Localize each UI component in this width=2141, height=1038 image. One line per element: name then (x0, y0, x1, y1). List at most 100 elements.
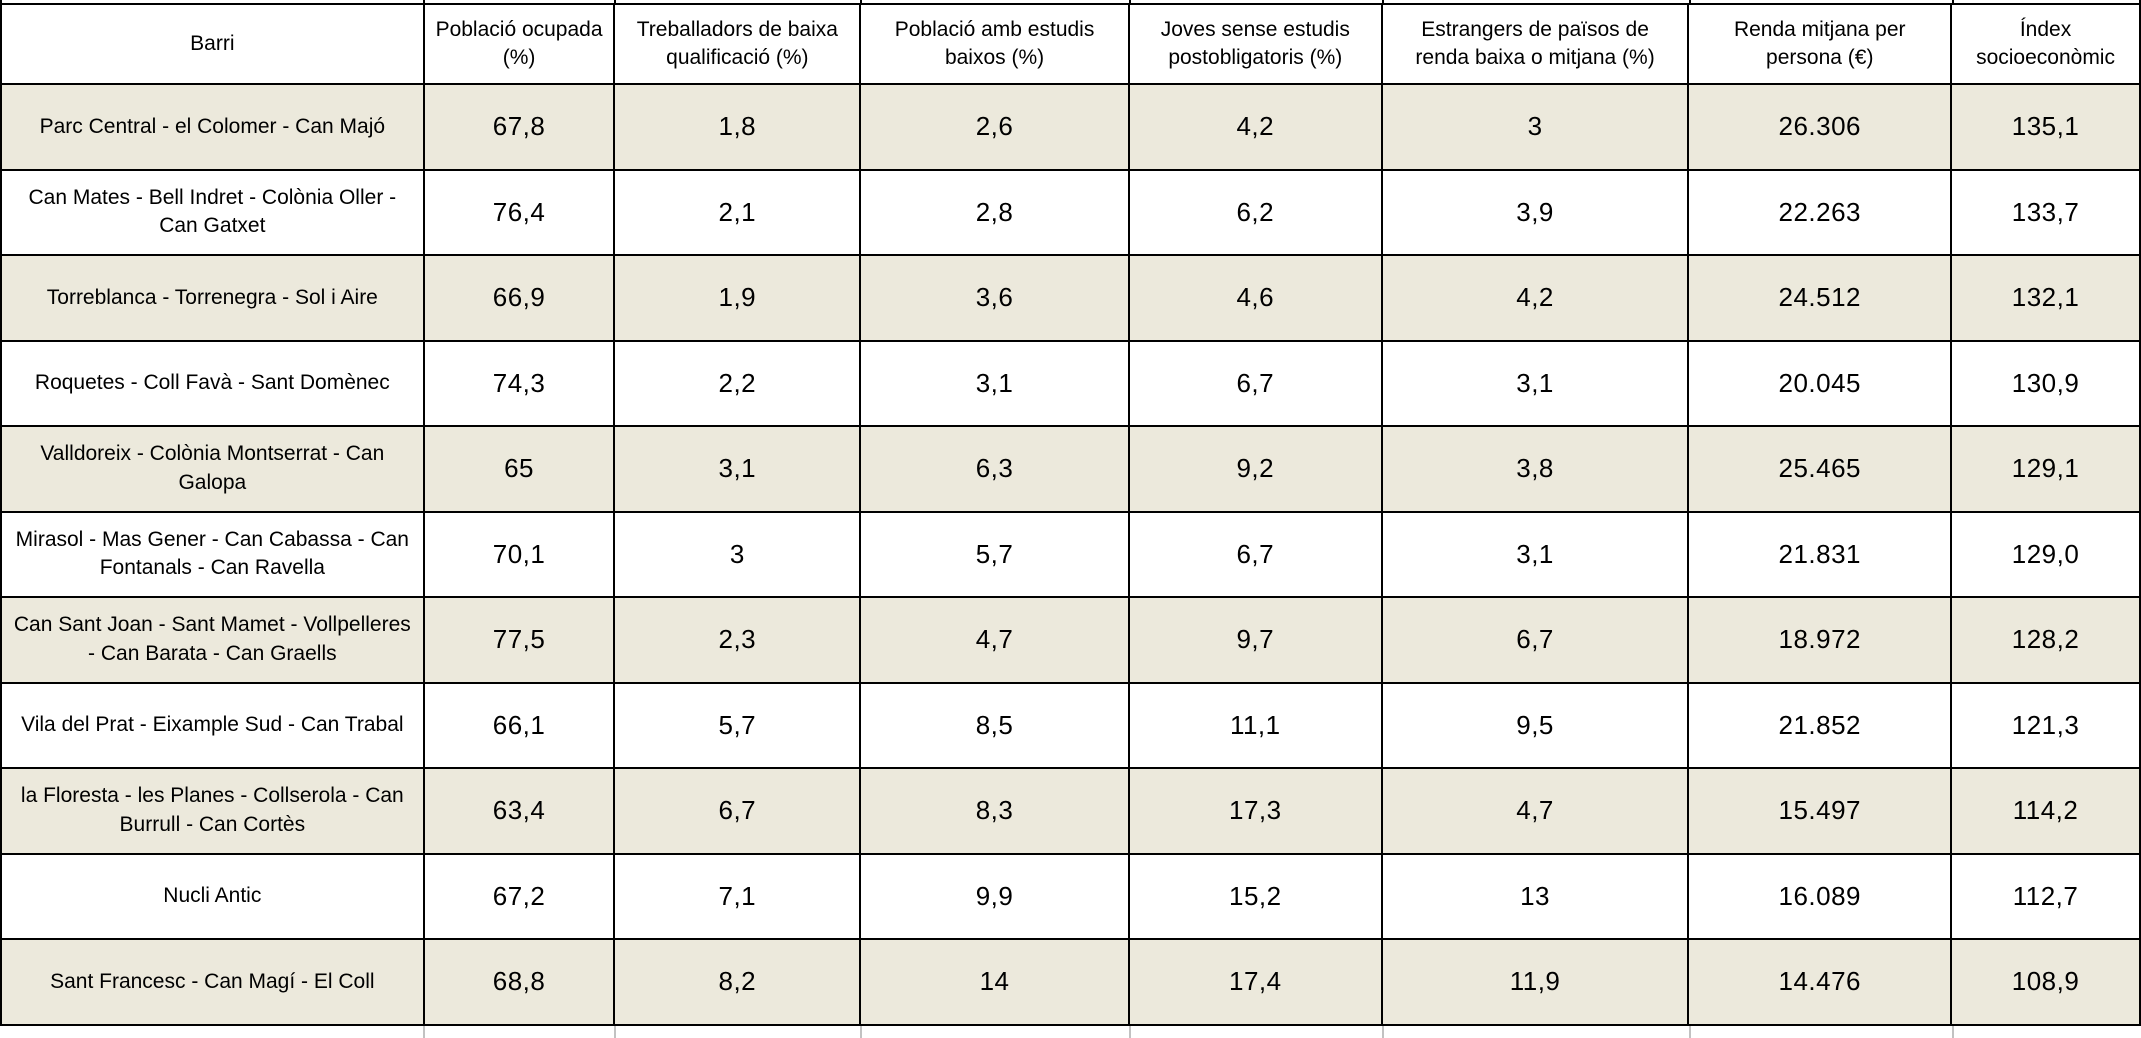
value-cell: 4,6 (1127, 254, 1383, 342)
value-cell: 129,1 (1950, 425, 2141, 513)
value-cell: 70,1 (422, 510, 616, 598)
table-row: Vila del Prat - Eixample Sud - Can Traba… (0, 681, 2141, 769)
value-cell: 15,2 (1127, 852, 1383, 940)
value-cell: 114,2 (1950, 767, 2141, 855)
value-cell: 6,7 (613, 767, 862, 855)
value-cell: 67,8 (422, 83, 616, 171)
value-cell: 21.831 (1687, 510, 1953, 598)
barri-cell: Nucli Antic (0, 852, 425, 940)
cropped-row-below (0, 1025, 2141, 1038)
table-row: Sant Francesc - Can Magí - El Coll 68,8 8,… (0, 938, 2141, 1026)
value-cell: 2,8 (859, 168, 1130, 256)
value-cell: 63,4 (422, 767, 616, 855)
value-cell: 5,7 (613, 681, 862, 769)
value-cell: 14 (859, 938, 1130, 1026)
value-cell: 18.972 (1687, 596, 1953, 684)
value-cell: 3 (613, 510, 862, 598)
column-border-stub (614, 0, 617, 3)
table-row: Can Mates - Bell Indret - Colònia Oller … (0, 168, 2141, 256)
barri-cell: Valldoreix - Colònia Montserrat - Can Ga… (0, 425, 425, 513)
column-header-treballadors-baixa-qualificacio: Treballadors de baixa qualificació (%) (613, 3, 862, 85)
column-border-stub (1128, 0, 1131, 3)
value-cell: 121,3 (1950, 681, 2141, 769)
value-cell: 66,1 (422, 681, 616, 769)
column-border-stub (423, 1025, 426, 1038)
value-cell: 76,4 (422, 168, 616, 256)
value-cell: 5,7 (859, 510, 1130, 598)
value-cell: 4,2 (1380, 254, 1690, 342)
barri-cell: Roquetes - Coll Favà - Sant Domènec (0, 339, 425, 427)
column-border-stub (1382, 1025, 1385, 1038)
socioeconomic-table: Barri Població ocupada (%) Treballadors … (0, 3, 2141, 1026)
value-cell: 24.512 (1687, 254, 1953, 342)
column-header-barri: Barri (0, 3, 425, 85)
value-cell: 9,5 (1380, 681, 1690, 769)
table-row: Mirasol - Mas Gener - Can Cabassa - Can … (0, 510, 2141, 598)
barri-cell: Mirasol - Mas Gener - Can Cabassa - Can … (0, 510, 425, 598)
value-cell: 14.476 (1687, 938, 1953, 1026)
value-cell: 2,2 (613, 339, 862, 427)
value-cell: 133,7 (1950, 168, 2141, 256)
table-row: Roquetes - Coll Favà - Sant Domènec 74,3 2… (0, 339, 2141, 427)
column-header-index-socioeconomic: Índex socioeconòmic (1950, 3, 2141, 85)
column-border-stub (423, 0, 426, 3)
value-cell: 17,3 (1127, 767, 1383, 855)
cropped-row-above (0, 0, 2141, 3)
barri-cell: Torreblanca - Torrenegra - Sol i Aire (0, 254, 425, 342)
value-cell: 21.852 (1687, 681, 1953, 769)
value-cell: 66,9 (422, 254, 616, 342)
value-cell: 22.263 (1687, 168, 1953, 256)
value-cell: 13 (1380, 852, 1690, 940)
column-header-estrangers: Estrangers de països de renda baixa o mi… (1380, 3, 1690, 85)
barri-cell: Can Sant Joan - Sant Mamet - Vollpellere… (0, 596, 425, 684)
value-cell: 4,2 (1127, 83, 1383, 171)
table-body: Parc Central - el Colomer - Can Majó 67,8… (0, 83, 2141, 1026)
value-cell: 132,1 (1950, 254, 2141, 342)
column-border-stub (1951, 0, 1954, 3)
table-row: la Floresta - les Planes - Collserola - … (0, 767, 2141, 855)
value-cell: 3,1 (859, 339, 1130, 427)
value-cell: 4,7 (1380, 767, 1690, 855)
value-cell: 77,5 (422, 596, 616, 684)
table-row: Valldoreix - Colònia Montserrat - Can Ga… (0, 425, 2141, 513)
value-cell: 15.497 (1687, 767, 1953, 855)
column-border-stub (1128, 1025, 1131, 1038)
value-cell: 26.306 (1687, 83, 1953, 171)
column-header-poblacio-estudis-baixos: Població amb estudis baixos (%) (859, 3, 1130, 85)
barri-cell: la Floresta - les Planes - Collserola - … (0, 767, 425, 855)
value-cell: 65 (422, 425, 616, 513)
table-row: Torreblanca - Torrenegra - Sol i Aire 66,… (0, 254, 2141, 342)
value-cell: 108,9 (1950, 938, 2141, 1026)
column-header-renda-mitjana: Renda mitjana per persona (€) (1687, 3, 1953, 85)
value-cell: 68,8 (422, 938, 616, 1026)
column-border-stub (1689, 0, 1692, 3)
value-cell: 4,7 (859, 596, 1130, 684)
value-cell: 67,2 (422, 852, 616, 940)
value-cell: 3,8 (1380, 425, 1690, 513)
value-cell: 6,2 (1127, 168, 1383, 256)
value-cell: 3,1 (613, 425, 862, 513)
column-border-stub (614, 1025, 617, 1038)
value-cell: 17,4 (1127, 938, 1383, 1026)
column-border-stub (1689, 1025, 1692, 1038)
value-cell: 130,9 (1950, 339, 2141, 427)
value-cell: 2,6 (859, 83, 1130, 171)
header-row: Barri Població ocupada (%) Treballadors … (0, 3, 2141, 85)
column-border-stub (860, 0, 863, 3)
value-cell: 3,6 (859, 254, 1130, 342)
value-cell: 6,7 (1127, 510, 1383, 598)
barri-cell: Vila del Prat - Eixample Sud - Can Traba… (0, 681, 425, 769)
value-cell: 6,3 (859, 425, 1130, 513)
value-cell: 3,1 (1380, 339, 1690, 427)
table-row: Can Sant Joan - Sant Mamet - Vollpellere… (0, 596, 2141, 684)
column-border-stub (1951, 1025, 1954, 1038)
table-row: Nucli Antic 67,2 7,1 9,9 15,2 13 16.089 112,7 (0, 852, 2141, 940)
value-cell: 16.089 (1687, 852, 1953, 940)
column-header-joves-sense-estudis: Joves sense estudis postobligatoris (%) (1127, 3, 1383, 85)
barri-cell: Sant Francesc - Can Magí - El Coll (0, 938, 425, 1026)
table-header: Barri Població ocupada (%) Treballadors … (0, 3, 2141, 85)
value-cell: 9,2 (1127, 425, 1383, 513)
value-cell: 135,1 (1950, 83, 2141, 171)
value-cell: 128,2 (1950, 596, 2141, 684)
